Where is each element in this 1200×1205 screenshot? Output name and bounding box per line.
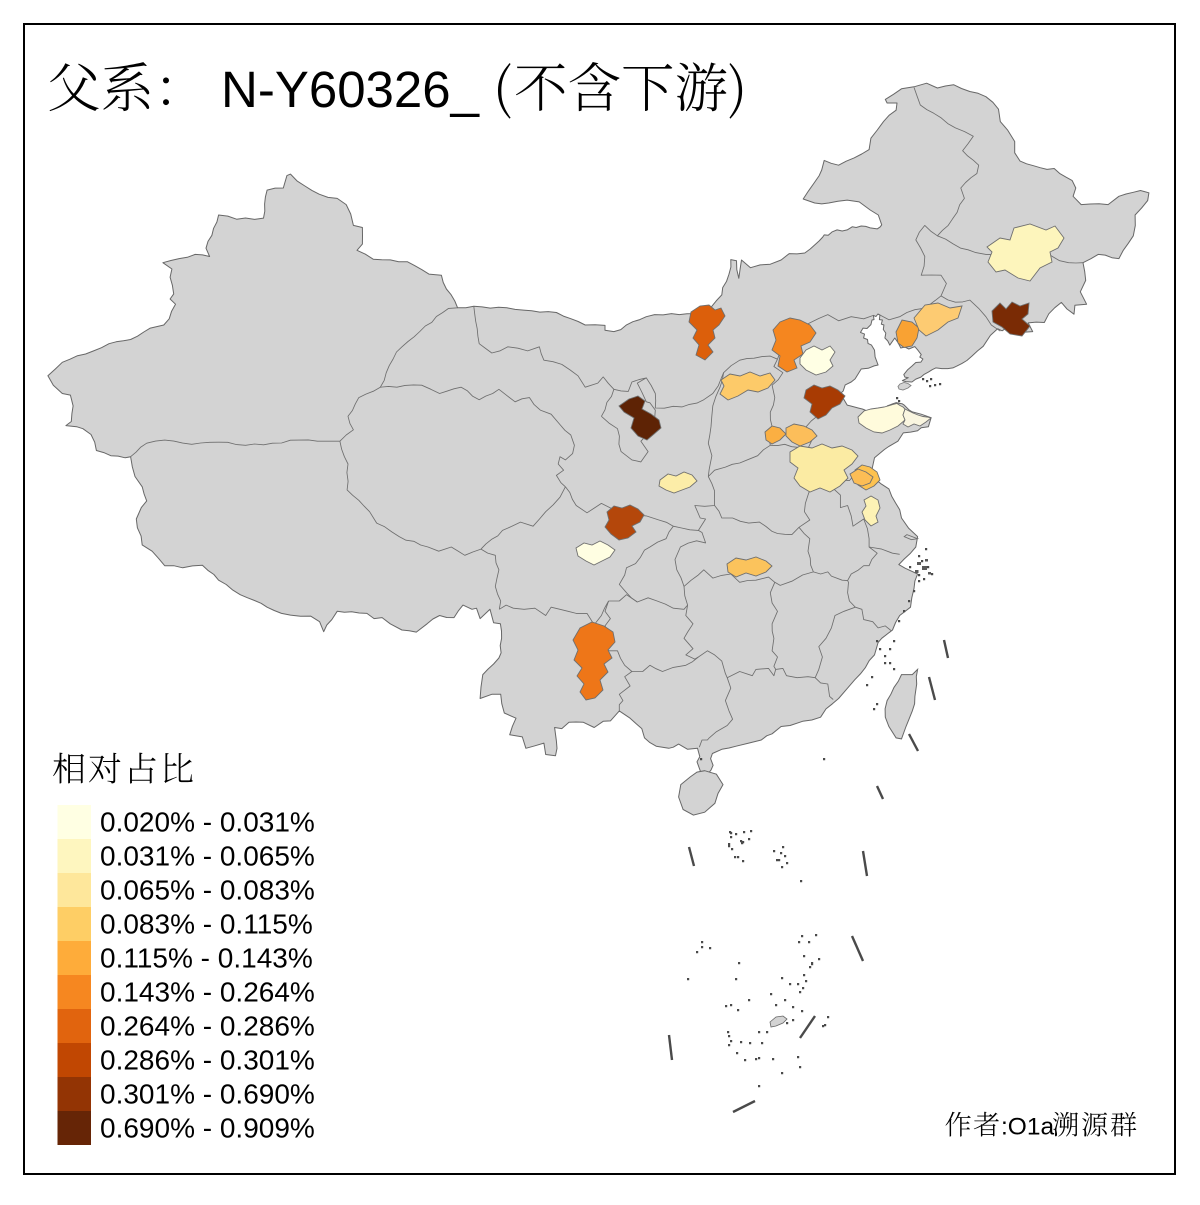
svg-text:0.286% - 0.301%: 0.286% - 0.301% [100,1045,315,1076]
svg-text:0.301% - 0.690%: 0.301% - 0.690% [100,1079,315,1110]
svg-text:0.115% - 0.143%: 0.115% - 0.143% [100,943,313,974]
svg-text:0.020% - 0.031%: 0.020% - 0.031% [100,807,315,838]
svg-text:0.143% - 0.264%: 0.143% - 0.264% [100,977,315,1008]
svg-text:0.065% - 0.083%: 0.065% - 0.083% [100,875,315,906]
svg-text:0.264% - 0.286%: 0.264% - 0.286% [100,1011,315,1042]
svg-text:N-Y60326_: N-Y60326_ [221,61,480,118]
svg-text:0.083% - 0.115%: 0.083% - 0.115% [100,909,313,940]
svg-text::O1a: :O1a [1001,1114,1054,1141]
svg-text:0.031% - 0.065%: 0.031% - 0.065% [100,841,315,872]
svg-text:0.690% - 0.909%: 0.690% - 0.909% [100,1113,315,1144]
